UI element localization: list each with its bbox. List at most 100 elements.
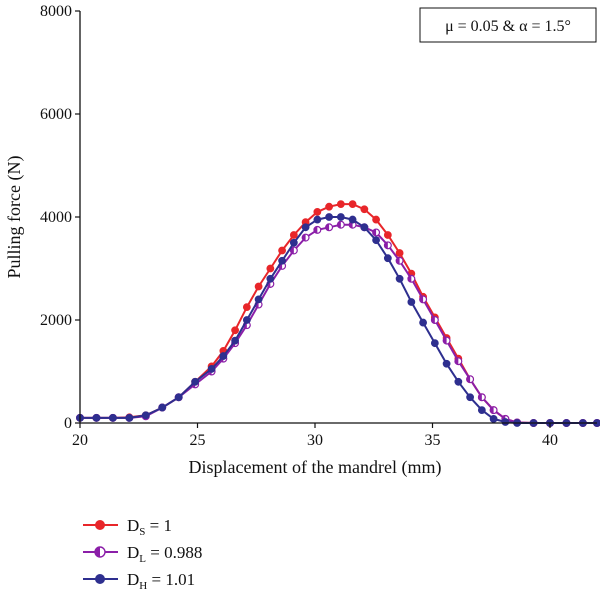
- y-axis-title: Pulling force (N): [4, 156, 25, 279]
- x-axis-title: Displacement of the mandrel (mm): [189, 457, 442, 478]
- data-point: [158, 403, 167, 412]
- data-point-fill: [302, 234, 306, 241]
- x-tick-label: 40: [542, 432, 558, 449]
- data-point: [489, 414, 498, 423]
- annotation-text: μ = 0.05 & α = 1.5°: [445, 18, 571, 35]
- data-point: [430, 339, 439, 348]
- data-point: [336, 213, 345, 221]
- data-point: [336, 200, 345, 209]
- legend-label: DL = 0.988: [127, 543, 202, 565]
- y-tick-label: 2000: [40, 312, 72, 329]
- legend-label-main: D: [127, 570, 139, 589]
- data-point-fill: [443, 337, 447, 344]
- data-point: [383, 254, 392, 263]
- data-point-fill: [419, 296, 424, 303]
- data-point: [278, 256, 287, 265]
- series-0: [76, 200, 600, 427]
- x-tick-label: 25: [190, 432, 206, 449]
- data-point: [348, 200, 357, 209]
- x-tick-label: 30: [307, 432, 323, 449]
- legend-label-main: D: [127, 516, 139, 535]
- data-point: [278, 246, 287, 255]
- data-point: [360, 223, 369, 232]
- y-tick-label: 0: [64, 415, 72, 432]
- data-point: [477, 406, 486, 415]
- y-tick-label: 8000: [40, 3, 72, 20]
- legend-label-value: = 1.01: [147, 570, 195, 589]
- data-point-fill: [337, 221, 341, 229]
- data-point: [254, 282, 263, 291]
- data-point: [266, 274, 275, 283]
- data-point: [231, 336, 240, 345]
- data-point-fill: [466, 375, 471, 383]
- data-point: [313, 215, 322, 224]
- data-point-fill: [396, 257, 400, 265]
- data-point: [289, 238, 298, 247]
- data-point: [383, 231, 392, 239]
- legend-label: DS = 1: [127, 516, 172, 538]
- data-point-fill: [431, 316, 435, 324]
- data-point: [395, 274, 404, 283]
- annotation-box: [419, 7, 597, 43]
- legend-label-subscript: S: [139, 526, 145, 538]
- data-point-fill: [490, 406, 494, 414]
- data-point: [231, 326, 240, 335]
- legend-label-value: = 0.988: [146, 543, 202, 562]
- data-point: [325, 213, 334, 221]
- legend-marker: [95, 574, 105, 584]
- data-point: [219, 352, 228, 360]
- series-layer: [75, 200, 600, 428]
- data-point: [242, 316, 251, 324]
- data-point: [348, 215, 357, 224]
- data-point-fill: [384, 241, 388, 249]
- data-point: [454, 377, 463, 386]
- legend-label-subscript: L: [139, 553, 146, 565]
- series-line: [80, 223, 597, 424]
- data-point: [141, 411, 150, 420]
- data-point: [254, 295, 263, 304]
- data-point-fill: [454, 357, 459, 365]
- data-point: [466, 393, 475, 402]
- series-2: [76, 213, 600, 427]
- axes: 20 25 30 35 40 0 2000 4000 6000 8000: [40, 3, 597, 449]
- legend-label-subscript: H: [139, 580, 147, 592]
- legend-item: DH = 1.01: [83, 570, 195, 592]
- data-point: [360, 205, 369, 214]
- data-point-fill: [313, 226, 318, 234]
- legend-marker: [95, 520, 105, 530]
- series-line: [80, 203, 597, 424]
- data-point: [501, 418, 510, 426]
- data-point: [109, 413, 117, 422]
- data-point: [395, 249, 404, 257]
- data-point-fill: [372, 229, 377, 236]
- data-point: [191, 377, 200, 386]
- series-1: [75, 220, 600, 428]
- data-point-fill: [290, 247, 294, 254]
- y-tick-label: 6000: [40, 106, 72, 123]
- data-point-fill: [407, 275, 412, 283]
- data-point-fill: [325, 223, 330, 231]
- data-point: [301, 223, 310, 232]
- data-point: [313, 207, 322, 216]
- data-point: [207, 365, 216, 373]
- data-point: [289, 231, 298, 239]
- legend-marker-fill: [95, 547, 100, 557]
- data-point: [266, 264, 275, 273]
- data-point: [325, 202, 334, 211]
- legend-item: DS = 1: [83, 516, 172, 538]
- y-tick-label: 4000: [40, 209, 72, 226]
- data-point-fill: [478, 393, 482, 401]
- x-tick-label: 20: [72, 432, 88, 449]
- legend-item: DL = 0.988: [83, 543, 202, 565]
- data-point: [407, 298, 416, 306]
- data-point: [174, 393, 183, 402]
- series-line: [80, 216, 597, 424]
- data-point: [125, 413, 134, 422]
- x-tick-label: 35: [425, 432, 441, 449]
- data-point: [419, 318, 428, 327]
- data-point: [442, 359, 451, 368]
- data-point: [372, 215, 381, 224]
- data-point: [92, 413, 101, 422]
